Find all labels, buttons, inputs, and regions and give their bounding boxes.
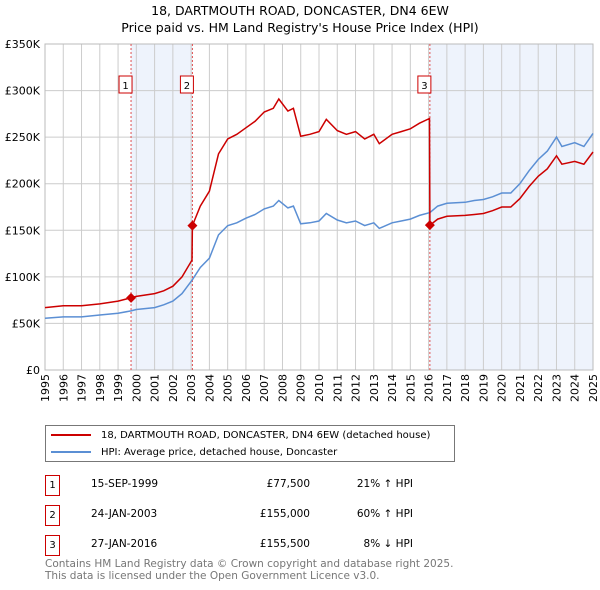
x-tick-label: 2011 — [331, 374, 344, 402]
sale-label-box — [118, 75, 133, 94]
sale-row: 1 15-SEP-1999 £77,500 21% ↑ HPI — [45, 475, 445, 496]
x-tick-label: 2019 — [477, 374, 490, 402]
sale-hpi-diff: 8% ↓ HPI — [363, 538, 413, 550]
price-chart: 1995 1996 1997 1998 1999 2000 2001 2002 2003 2004… — [5, 38, 600, 402]
y-tick-label: £250K — [5, 131, 41, 144]
sale-label-box — [417, 75, 432, 94]
sale-date: 15-SEP-1999 — [91, 478, 159, 490]
sale-label: 1 — [122, 81, 128, 92]
x-tick-label: 2008 — [276, 374, 289, 402]
legend-label: HPI: Average price, detached house, Donc… — [101, 446, 338, 458]
x-tick-label: 2015 — [404, 374, 417, 402]
y-tick-label: £300K — [5, 85, 41, 98]
legend-item-property: 18, DARTMOUTH ROAD, DONCASTER, DN4 6EW (… — [46, 427, 430, 443]
footer-copyright: Contains HM Land Registry data © Crown c… — [45, 558, 454, 570]
y-tick-label: £350K — [5, 38, 41, 51]
x-tick-label: 2021 — [514, 374, 527, 402]
x-tick-label: 2000 — [130, 374, 143, 402]
sale-row: 2 24-JAN-2003 £155,000 60% ↑ HPI — [45, 505, 445, 526]
x-tick-label: 1999 — [112, 374, 125, 402]
x-tick-label: 2014 — [386, 374, 399, 402]
shaded-region — [131, 44, 193, 370]
sale-marker-badge: 1 — [45, 475, 60, 496]
x-tick-label: 2018 — [459, 374, 472, 402]
x-tick-label: 2024 — [569, 374, 582, 402]
sale-price: £155,000 — [259, 508, 310, 520]
y-tick-label: £200K — [5, 178, 41, 191]
sale-point — [424, 220, 435, 231]
sale-hpi-diff: 21% ↑ HPI — [356, 478, 413, 490]
series-line-property — [44, 97, 594, 309]
x-tick-label: 2025 — [587, 374, 600, 402]
sale-label-box — [179, 75, 194, 94]
sale-marker-badge: 3 — [45, 535, 60, 556]
sale-label: 3 — [421, 81, 427, 92]
x-tick-label: 2005 — [222, 374, 235, 402]
x-tick-label: 2012 — [350, 374, 363, 402]
legend: 18, DARTMOUTH ROAD, DONCASTER, DN4 6EW (… — [45, 425, 455, 462]
x-tick-label: 2022 — [532, 374, 545, 402]
x-tick-label: 2001 — [149, 374, 162, 402]
x-tick-label: 2006 — [240, 374, 253, 402]
sale-point — [126, 292, 137, 303]
sale-hpi-diff: 60% ↑ HPI — [356, 508, 413, 520]
chart-title: 18, DARTMOUTH ROAD, DONCASTER, DN4 6EW — [151, 3, 449, 18]
x-tick-label: 2016 — [423, 374, 436, 402]
x-tick-label: 2010 — [313, 374, 326, 402]
x-tick-label: 1998 — [94, 374, 107, 402]
y-tick-label: £100K — [5, 271, 41, 284]
legend-label: 18, DARTMOUTH ROAD, DONCASTER, DN4 6EW (… — [101, 429, 431, 441]
sale-price: £155,500 — [259, 538, 310, 550]
x-tick-label: 2013 — [368, 374, 381, 402]
sale-price: £77,500 — [266, 478, 310, 490]
x-tick-label: 2007 — [258, 374, 271, 402]
series-line-hpi — [44, 132, 594, 319]
sale-date: 24-JAN-2003 — [91, 508, 158, 520]
x-tick-label: 2017 — [441, 374, 454, 402]
x-tick-label: 2003 — [185, 374, 198, 402]
sale-date: 27-JAN-2016 — [91, 538, 158, 550]
x-tick-label: 2002 — [167, 374, 180, 402]
legend-item-hpi: HPI: Average price, detached house, Donc… — [46, 444, 337, 460]
legend-swatch-blue — [51, 451, 91, 453]
sale-point — [187, 220, 198, 231]
chart-subtitle: Price paid vs. HM Land Registry's House … — [121, 20, 479, 35]
footer-licence: This data is licensed under the Open Gov… — [45, 570, 380, 582]
sale-label: 2 — [184, 81, 190, 92]
footer: Contains HM Land Registry data © Crown c… — [45, 558, 453, 582]
x-tick-label: 1995 — [39, 374, 52, 402]
x-tick-label: 2009 — [295, 374, 308, 402]
x-tick-label: 1996 — [57, 374, 70, 402]
x-tick-label: 2023 — [550, 374, 563, 402]
y-tick-label: £50K — [12, 317, 41, 330]
x-tick-label: 2004 — [203, 374, 216, 402]
sale-row: 3 27-JAN-2016 £155,500 8% ↓ HPI — [45, 535, 445, 556]
sale-marker-badge: 2 — [45, 505, 60, 526]
y-tick-label: £0 — [26, 364, 40, 377]
legend-swatch-red — [51, 434, 91, 436]
y-tick-label: £150K — [5, 224, 41, 237]
plot-border — [44, 43, 594, 371]
x-tick-label: 1997 — [76, 374, 89, 402]
x-tick-label: 2020 — [496, 374, 509, 402]
